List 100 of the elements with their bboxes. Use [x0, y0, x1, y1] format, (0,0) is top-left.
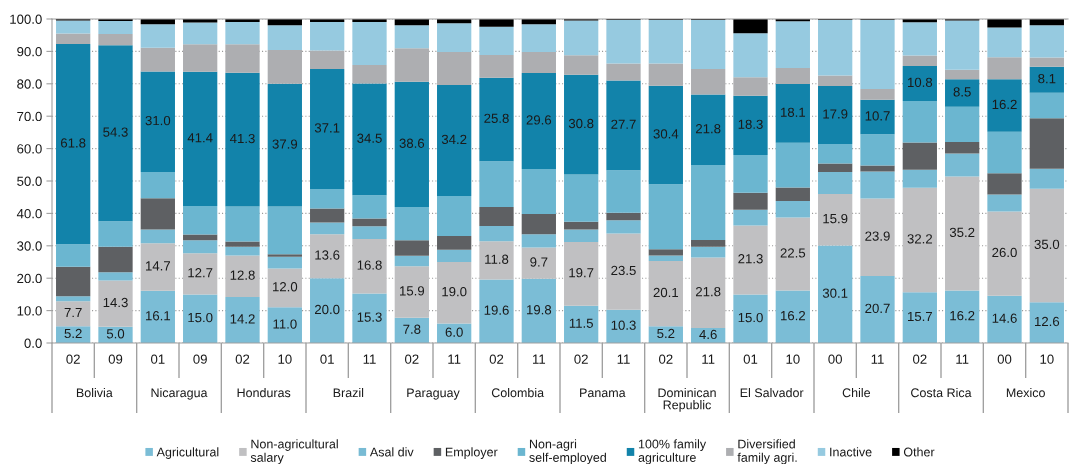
- data-label: 15.0: [188, 312, 213, 323]
- x-tick-label: 09: [108, 354, 123, 364]
- data-label: 12.6: [1035, 316, 1060, 327]
- data-label: 20.1: [653, 287, 679, 298]
- text: El Salvador: [740, 388, 804, 398]
- text: Panama: [580, 388, 626, 398]
- text: Nicaragua: [151, 388, 208, 400]
- data-label: 11.8: [485, 254, 509, 264]
- x-tick-label: 02: [659, 354, 673, 364]
- data-label: 15.0: [738, 312, 763, 323]
- data-label: 10.8: [908, 77, 933, 88]
- y-tick-label: 60.0: [17, 144, 42, 154]
- data-label: 61.8: [61, 138, 86, 148]
- x-tick-label: 02: [235, 354, 250, 364]
- data-label: 54.3: [103, 127, 128, 137]
- data-label: 5.2: [64, 328, 82, 339]
- data-label: 35.2: [949, 227, 975, 238]
- data-label: 37.9: [272, 139, 298, 149]
- data-label: 19.6: [484, 305, 509, 315]
- data-label: 41.3: [229, 133, 255, 144]
- data-label: 21.3: [738, 254, 763, 264]
- data-label: 20.7: [865, 303, 890, 314]
- data-label: 4.6: [699, 329, 717, 340]
- x-tick-label: 10: [786, 354, 800, 364]
- data-label: 5.2: [657, 328, 675, 339]
- data-label: 38.6: [399, 138, 425, 148]
- data-label: 20.0: [314, 304, 340, 315]
- data-label: 16.8: [357, 260, 382, 270]
- y-tick-label: 100.0: [10, 14, 42, 24]
- data-label: 23.9: [865, 231, 890, 241]
- legend-label: Inactive: [830, 447, 872, 457]
- data-label: 34.2: [441, 134, 467, 145]
- data-label: 19.7: [569, 268, 594, 278]
- data-label: 14.3: [103, 297, 128, 308]
- x-tick-label: 11: [617, 354, 630, 364]
- x-tick-label: 01: [151, 354, 165, 364]
- x-tick-label: 10: [278, 354, 292, 364]
- data-label: 17.9: [823, 109, 848, 119]
- data-label: 5.0: [106, 329, 125, 339]
- data-label: 34.5: [357, 133, 382, 143]
- data-label: 12.8: [230, 270, 255, 280]
- data-label: 11.5: [569, 318, 593, 328]
- y-tick-label: 90.0: [17, 46, 42, 57]
- legend-label: Other: [903, 447, 935, 457]
- x-tick-label: 11: [363, 354, 376, 364]
- y-tick-label: 70.0: [17, 111, 42, 122]
- legend-label: Non-agri self-employed: [529, 439, 606, 464]
- y-tick-label: 40.0: [16, 208, 42, 219]
- x-tick-label: 11: [702, 354, 715, 364]
- data-label: 8.1: [1038, 73, 1056, 84]
- x-tick-label: 00: [997, 354, 1012, 364]
- x-tick-label: 02: [913, 354, 927, 364]
- data-label: 6.0: [445, 327, 463, 337]
- data-label: 23.5: [611, 265, 636, 276]
- y-tick-label: 0.0: [24, 338, 42, 348]
- legend-label: Diversified family agri.: [737, 439, 797, 464]
- data-label: 22.5: [780, 248, 806, 258]
- data-label: 37.1: [314, 123, 340, 133]
- x-tick-label: 10: [1040, 354, 1054, 364]
- data-label: 16.2: [992, 99, 1017, 110]
- x-tick-label: 02: [405, 354, 419, 364]
- data-label: 12.7: [188, 268, 213, 278]
- text: Brazil: [333, 388, 364, 398]
- data-label: 12.0: [273, 282, 298, 292]
- data-label: 29.6: [526, 115, 552, 125]
- text: Colombia: [491, 388, 545, 398]
- data-label: 26.0: [992, 247, 1017, 258]
- data-label: 15.9: [823, 213, 848, 224]
- legend-label: Employer: [445, 447, 498, 459]
- data-label: 19.8: [527, 305, 552, 315]
- data-label: 21.8: [695, 286, 721, 297]
- data-label: 15.3: [357, 312, 382, 322]
- data-label: 14.2: [230, 314, 255, 324]
- x-tick-label: 11: [871, 354, 884, 364]
- x-tick-label: 00: [828, 354, 842, 364]
- legend-label: Asal div: [369, 447, 414, 457]
- x-tick-label: 02: [489, 354, 504, 364]
- text: Chile: [842, 388, 871, 398]
- y-tick-label: 30.0: [17, 241, 42, 251]
- data-label: 18.3: [738, 119, 763, 129]
- data-label: 9.7: [530, 257, 548, 267]
- y-tick-label: 10.0: [17, 306, 42, 316]
- text: Dominican Republic: [658, 388, 716, 412]
- text: Costa Rica: [911, 388, 972, 398]
- data-label: 16.2: [781, 310, 806, 321]
- data-label: 7.8: [403, 324, 421, 334]
- data-label: 35.0: [1034, 239, 1060, 250]
- data-label: 21.8: [695, 124, 721, 134]
- data-label: 31.0: [145, 115, 171, 126]
- data-label: 7.7: [64, 308, 82, 318]
- x-tick-label: 01: [743, 354, 758, 364]
- data-label: 41.4: [187, 133, 213, 143]
- data-label: 16.1: [146, 311, 171, 321]
- text: Honduras: [237, 388, 291, 398]
- x-tick-label: 09: [193, 354, 207, 364]
- data-label: 8.5: [953, 87, 971, 97]
- data-label: 15.9: [400, 286, 425, 296]
- data-label: 18.1: [781, 107, 806, 117]
- data-label: 16.2: [950, 310, 975, 321]
- data-label: 11.0: [273, 319, 297, 329]
